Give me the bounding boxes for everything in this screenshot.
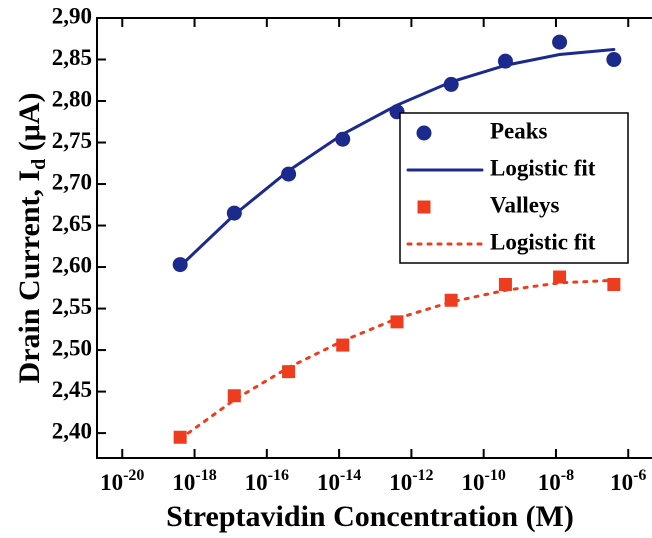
point xyxy=(498,277,512,291)
point xyxy=(607,277,621,291)
legend-marker xyxy=(417,200,431,214)
x-tick-label: 10-18 xyxy=(172,467,216,496)
point xyxy=(552,34,568,50)
point xyxy=(282,365,296,379)
y-tick-label: 2,70 xyxy=(52,169,92,194)
x-tick-label: 10-12 xyxy=(389,467,433,496)
y-tick-label: 2,65 xyxy=(52,211,92,236)
y-tick-label: 2,60 xyxy=(52,252,92,277)
y-tick-label: 2,85 xyxy=(52,45,92,70)
fit-line xyxy=(178,278,616,441)
x-tick-label: 10-16 xyxy=(245,467,289,496)
x-tick-label: 10-6 xyxy=(610,467,646,496)
y-tick-label: 2,75 xyxy=(52,128,92,153)
point xyxy=(553,270,567,284)
legend-label: Valleys xyxy=(490,192,559,217)
plot-frame xyxy=(96,17,652,459)
x-tick-label: 10-20 xyxy=(100,467,144,496)
point xyxy=(281,166,297,182)
y-tick-label: 2,45 xyxy=(52,377,92,402)
legend-label: Logistic fit xyxy=(490,229,596,254)
legend-marker xyxy=(416,125,432,141)
point xyxy=(606,52,622,68)
x-tick-label: 10-10 xyxy=(462,467,506,496)
x-tick-label: 10-14 xyxy=(317,467,361,496)
x-axis-label: Streptavidin Concentration (M) xyxy=(166,500,574,533)
legend-box xyxy=(399,112,629,264)
legend-label: Peaks xyxy=(490,118,548,143)
point xyxy=(336,338,350,352)
y-tick-label: 2,90 xyxy=(52,3,92,28)
fit-line xyxy=(178,48,616,268)
y-tick-label: 2,50 xyxy=(52,335,92,360)
x-tick-label: 10-8 xyxy=(538,467,574,496)
legend-label: Logistic fit xyxy=(490,155,596,180)
y-axis-label: Drain Current, Id (μA) xyxy=(13,93,50,384)
y-tick-label: 2,55 xyxy=(52,294,92,319)
y-tick-label: 2,40 xyxy=(52,418,92,443)
legend: Peaks Logistic fit Valleys Logistic fit xyxy=(399,112,629,264)
y-tick-label: 2,80 xyxy=(52,86,92,111)
